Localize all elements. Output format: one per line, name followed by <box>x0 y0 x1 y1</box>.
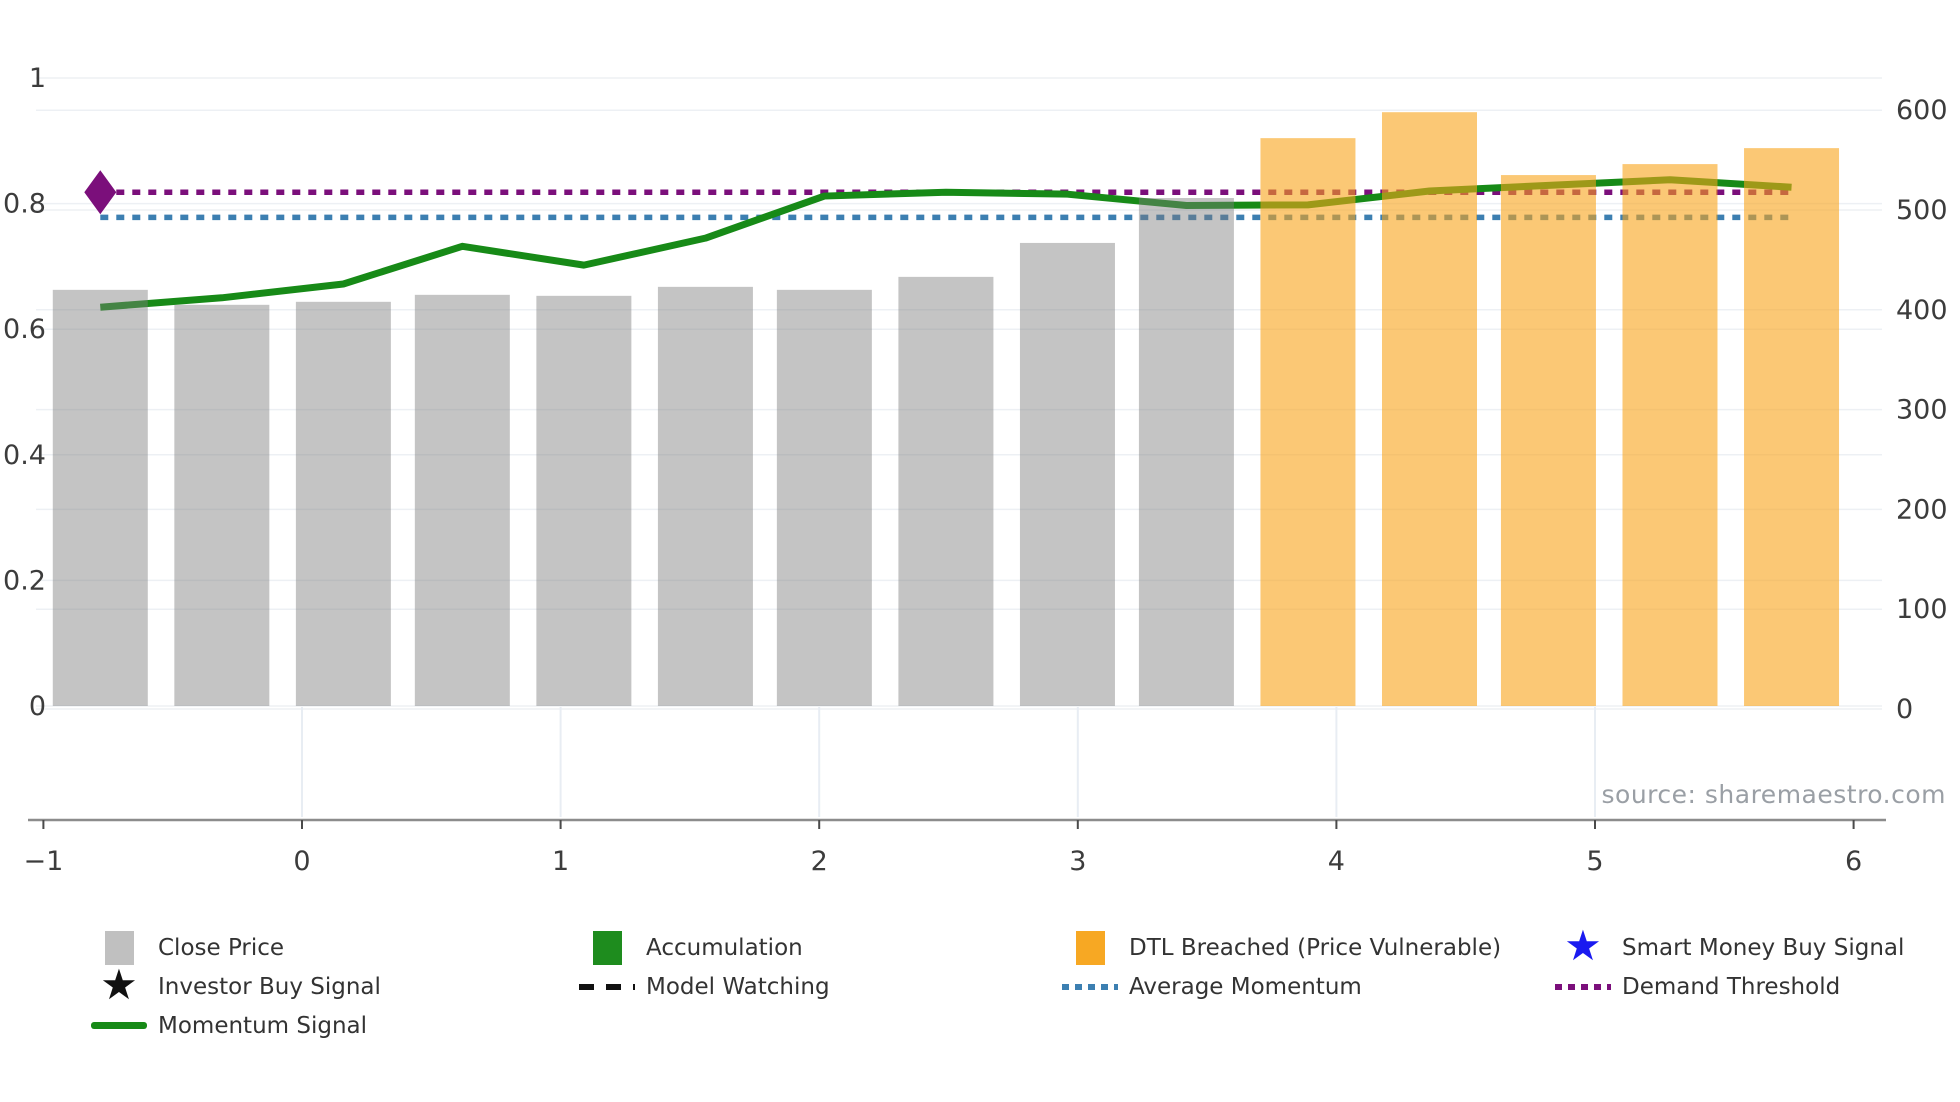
legend-label: Close Price <box>158 934 285 961</box>
dots-swatch <box>1555 983 1611 990</box>
square-swatch <box>1075 930 1105 965</box>
legend-item-momentum-signal[interactable]: Momentum Signal <box>88 1006 381 1045</box>
dtl-breached-bar[interactable] <box>1381 112 1477 707</box>
dtl-breached-bar[interactable] <box>1260 138 1356 707</box>
right-y-tick-label: 100 <box>1896 594 1948 625</box>
line-swatch <box>91 1022 147 1029</box>
close-price-bar[interactable] <box>1019 242 1115 706</box>
legend-label: DTL Breached (Price Vulnerable) <box>1129 934 1502 961</box>
left-y-tick-label: 0.2 <box>3 565 46 596</box>
right-y-tick-label: 0 <box>1896 694 1913 725</box>
x-tick-label: 6 <box>1845 846 1862 877</box>
x-tick-label: −1 <box>23 846 63 877</box>
square-swatch <box>104 930 134 965</box>
legend-label: Momentum Signal <box>158 1012 368 1039</box>
legend-column-1: Close Price ★ Investor Buy Signal Momentum … <box>88 928 381 1045</box>
star-icon: ★ <box>1564 920 1602 970</box>
legend-column-4: ★ Smart Money Buy Signal Demand Threshold <box>1552 920 1905 1006</box>
right-y-tick-label: 400 <box>1896 295 1948 326</box>
legend-column-3: DTL Breached (Price Vulnerable) Average M… <box>1059 928 1501 1006</box>
close-price-bar[interactable] <box>776 289 872 706</box>
legend-label: Demand Threshold <box>1622 973 1841 1000</box>
legend-label: Accumulation <box>646 934 803 961</box>
right-y-tick-label: 500 <box>1896 195 1948 226</box>
legend-item-average-momentum[interactable]: Average Momentum <box>1059 967 1501 1006</box>
legend-column-2: Accumulation Model Watching <box>576 928 830 1006</box>
x-tick-label: 0 <box>293 846 310 877</box>
demand-threshold-diamond-marker <box>84 170 117 215</box>
close-price-bar[interactable] <box>174 304 270 706</box>
legend-item-smart-money-buy-signal[interactable]: ★ Smart Money Buy Signal <box>1552 920 1905 970</box>
left-y-tick-label: 0.6 <box>3 314 46 345</box>
close-price-bar[interactable] <box>52 289 148 706</box>
dots-swatch <box>1062 983 1118 990</box>
x-tick-label: 2 <box>811 846 828 877</box>
square-swatch <box>592 930 622 965</box>
legend-label: Model Watching <box>646 973 830 1000</box>
legend-label: Smart Money Buy Signal <box>1622 934 1905 961</box>
legend-item-model-watching[interactable]: Model Watching <box>576 967 830 1006</box>
x-tick-label: 3 <box>1069 846 1086 877</box>
right-y-tick-label: 300 <box>1896 395 1948 426</box>
close-price-bar[interactable] <box>657 286 753 706</box>
close-price-bar[interactable] <box>1138 198 1234 707</box>
right-y-tick-label: 200 <box>1896 494 1948 525</box>
chart-area: −1 0 1 2 3 4 5 6 0 0.2 0.4 0.6 0.8 1 0 100 200 300 400 500 6… <box>3 63 1948 877</box>
x-tick-label: 1 <box>552 846 569 877</box>
right-y-tick-label: 600 <box>1896 95 1948 126</box>
legend-label: Average Momentum <box>1129 973 1362 1000</box>
dtl-breached-bar[interactable] <box>1744 148 1840 706</box>
left-y-tick-label: 1 <box>29 63 46 94</box>
source-note: source: sharemaestro.com <box>1601 780 1946 809</box>
close-price-bar[interactable] <box>898 276 994 706</box>
close-price-bar[interactable] <box>414 294 510 706</box>
legend-item-close-price[interactable]: Close Price <box>88 928 381 967</box>
legend-label: Investor Buy Signal <box>158 973 381 1000</box>
dtl-breached-bar[interactable] <box>1622 164 1718 707</box>
legend-item-dtl-breached-price-vulnerable[interactable]: DTL Breached (Price Vulnerable) <box>1059 928 1501 967</box>
left-y-tick-label: 0 <box>29 691 46 722</box>
legend-item-investor-buy-signal[interactable]: ★ Investor Buy Signal <box>88 959 381 1009</box>
dtl-breached-bar[interactable] <box>1500 175 1596 706</box>
dash-swatch <box>579 983 635 990</box>
legend: Close Price ★ Investor Buy Signal Momentum … <box>0 920 1960 1058</box>
star-icon: ★ <box>100 959 138 1009</box>
x-tick-label: 5 <box>1586 846 1603 877</box>
legend-item-demand-threshold[interactable]: Demand Threshold <box>1552 967 1904 1006</box>
close-price-bar[interactable] <box>536 295 632 706</box>
close-price-bar[interactable] <box>295 301 391 706</box>
x-tick-label: 4 <box>1328 846 1345 877</box>
left-y-tick-label: 0.4 <box>3 440 46 471</box>
legend-item-accumulation[interactable]: Accumulation <box>576 928 830 967</box>
price-momentum-chart: −1 0 1 2 3 4 5 6 0 0.2 0.4 0.6 0.8 1 0 100 200 300 400 500 6… <box>3 63 1948 877</box>
left-y-tick-label: 0.8 <box>3 189 46 220</box>
